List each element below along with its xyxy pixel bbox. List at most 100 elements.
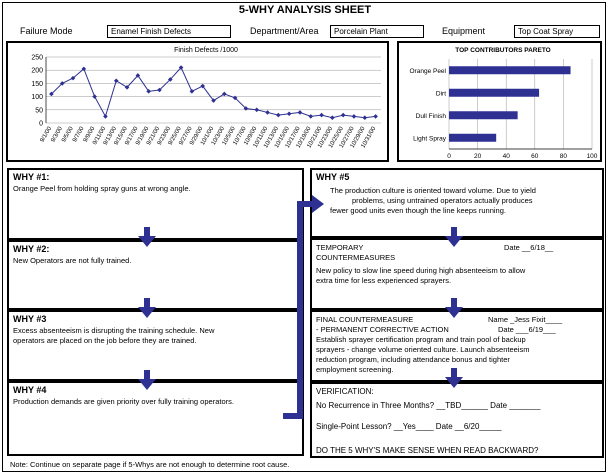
data-point xyxy=(167,77,173,82)
why-4-title: WHY #4 xyxy=(13,385,47,395)
why-1-title: WHY #1: xyxy=(13,172,50,182)
verification-box: VERIFICATION: No Recurrence in Three Mon… xyxy=(310,382,604,458)
x-tick-label: 40 xyxy=(503,153,511,160)
footnote: Note: Continue on separate page if 5-Why… xyxy=(10,460,290,469)
x-tick-label: 20 xyxy=(474,153,482,160)
data-point xyxy=(135,73,141,78)
temporary-text-line: extra time for less experienced sprayers… xyxy=(316,276,452,285)
why-5-line: fewer good units even though the line ke… xyxy=(330,206,506,215)
category-label: Orange Peel xyxy=(410,68,447,75)
data-point xyxy=(254,107,260,113)
pareto-chart: TOP CONTRIBUTORS PARETO Orange Peel Dirt D… xyxy=(397,41,602,162)
data-point xyxy=(308,114,314,119)
why-4-box: WHY #4 Production demands are given prio… xyxy=(7,381,304,456)
data-point xyxy=(243,106,249,111)
data-point xyxy=(178,65,184,70)
final-name: Name _Jess Fixit____ xyxy=(488,315,563,324)
data-point xyxy=(340,112,346,118)
x-tick-label: 0 xyxy=(447,153,451,160)
why-3-box: WHY #3 Excess absenteeism is disrupting … xyxy=(7,310,304,381)
bar xyxy=(449,111,518,120)
final-countermeasure-label: FINAL COUNTERMEASURE xyxy=(316,315,414,324)
data-point xyxy=(103,114,108,119)
why-2-box: WHY #2: New Operators are not fully trai… xyxy=(7,240,304,310)
analysis-sheet xyxy=(2,2,606,472)
data-point xyxy=(124,85,130,90)
temporary-countermeasures-box: TEMPORARY Date __6/18__ COUNTERMEASURES … xyxy=(310,238,604,310)
category-label: Dull Finish xyxy=(416,113,447,120)
data-point xyxy=(276,112,281,118)
why-5-box: WHY #5 The production culture is oriente… xyxy=(310,168,604,238)
why-5-line: problems, using untrained operators actu… xyxy=(352,196,533,205)
data-point xyxy=(232,95,238,101)
pareto-chart-frame xyxy=(397,41,602,162)
bar xyxy=(449,133,497,142)
category-label: Dirt xyxy=(436,90,446,97)
recurrence-line: No Recurrence in Three Months? __TBD____… xyxy=(316,401,541,410)
why-5-line: The production culture is oriented towar… xyxy=(330,186,536,195)
data-point xyxy=(286,111,292,117)
why-3-line: Excess absenteeism is disrupting the tra… xyxy=(13,326,215,335)
x-tick-label: 100 xyxy=(587,153,598,160)
x-tick-label: 60 xyxy=(531,153,539,160)
failure-mode-field[interactable]: Enamel Finish Defects xyxy=(107,25,231,38)
y-tick-label: 50 xyxy=(35,107,43,114)
data-point xyxy=(49,91,54,97)
why-4-text: Production demands are given priority ov… xyxy=(13,397,234,406)
line-chart-frame xyxy=(6,41,389,162)
data-point xyxy=(211,98,216,103)
data-point xyxy=(59,81,65,86)
verification-label: VERIFICATION: xyxy=(316,387,374,396)
temporary-date: Date __6/18__ xyxy=(504,243,554,252)
y-tick-label: 100 xyxy=(31,94,43,101)
permanent-action-label: - PERMANENT CORRECTIVE ACTION xyxy=(316,325,449,334)
data-point xyxy=(189,89,195,94)
x-tick-label: 80 xyxy=(560,153,568,160)
data-point xyxy=(297,110,303,115)
department-field[interactable]: Porcelain Plant xyxy=(330,25,424,38)
single-point-lesson-line: Single-Point Lesson? __Yes____ Date __6/… xyxy=(316,422,502,431)
temporary-label: TEMPORARY xyxy=(316,243,364,252)
data-point xyxy=(81,66,87,72)
final-text-line: Establish sprayer certification program … xyxy=(316,335,526,344)
failure-mode-label: Failure Mode xyxy=(20,26,73,36)
countermeasures-label: COUNTERMEASURES xyxy=(316,253,396,262)
why-5-title: WHY #5 xyxy=(316,172,350,182)
y-tick-label: 0 xyxy=(39,121,43,128)
why-1-text: Orange Peel from holding spray guns at w… xyxy=(13,184,191,193)
line-chart-title: Finish Defects /1000 xyxy=(174,47,238,54)
data-point xyxy=(157,87,162,93)
data-point xyxy=(373,114,378,119)
temporary-text-line: New policy to slow line speed during hig… xyxy=(316,266,526,275)
data-point xyxy=(265,110,270,115)
data-point xyxy=(351,114,357,119)
y-tick-label: 200 xyxy=(31,68,43,75)
data-point xyxy=(92,94,97,99)
why-2-text: New Operators are not fully trained. xyxy=(13,256,132,265)
final-text-line: reduction program, including attendance … xyxy=(316,355,510,364)
bar xyxy=(449,66,571,75)
final-text-line: sprayers - change volume oriented cultur… xyxy=(316,345,530,354)
bar xyxy=(449,88,540,97)
data-point xyxy=(362,115,368,121)
equipment-field[interactable]: Top Coat Spray xyxy=(514,25,600,38)
backward-check-question: DO THE 5 WHY'S MAKE SENSE WHEN READ BACK… xyxy=(316,446,539,455)
y-tick-label: 250 xyxy=(31,55,43,62)
page-title: 5-WHY ANALYSIS SHEET xyxy=(238,4,372,16)
why-3-line: operators are placed on the job before t… xyxy=(13,336,197,345)
data-point xyxy=(319,112,324,118)
why-2-title: WHY #2: xyxy=(13,244,50,254)
department-label: Department/Area xyxy=(250,26,319,36)
category-label: Light Spray xyxy=(413,135,447,142)
why-3-title: WHY #3 xyxy=(13,314,47,324)
equipment-label: Equipment xyxy=(442,26,486,36)
final-date: Date ___6/19___ xyxy=(498,325,556,334)
pareto-chart-title: TOP CONTRIBUTORS PARETO xyxy=(455,47,550,54)
final-countermeasure-box: FINAL COUNTERMEASURE Name _Jess Fixit___… xyxy=(310,310,604,382)
y-tick-label: 150 xyxy=(31,81,43,88)
data-point xyxy=(70,75,76,81)
why-1-box: WHY #1: Orange Peel from holding spray g… xyxy=(7,168,304,240)
final-text-line: employment screening. xyxy=(316,365,394,374)
why-3-text: Excess absenteeism is disrupting the tra… xyxy=(13,326,298,346)
